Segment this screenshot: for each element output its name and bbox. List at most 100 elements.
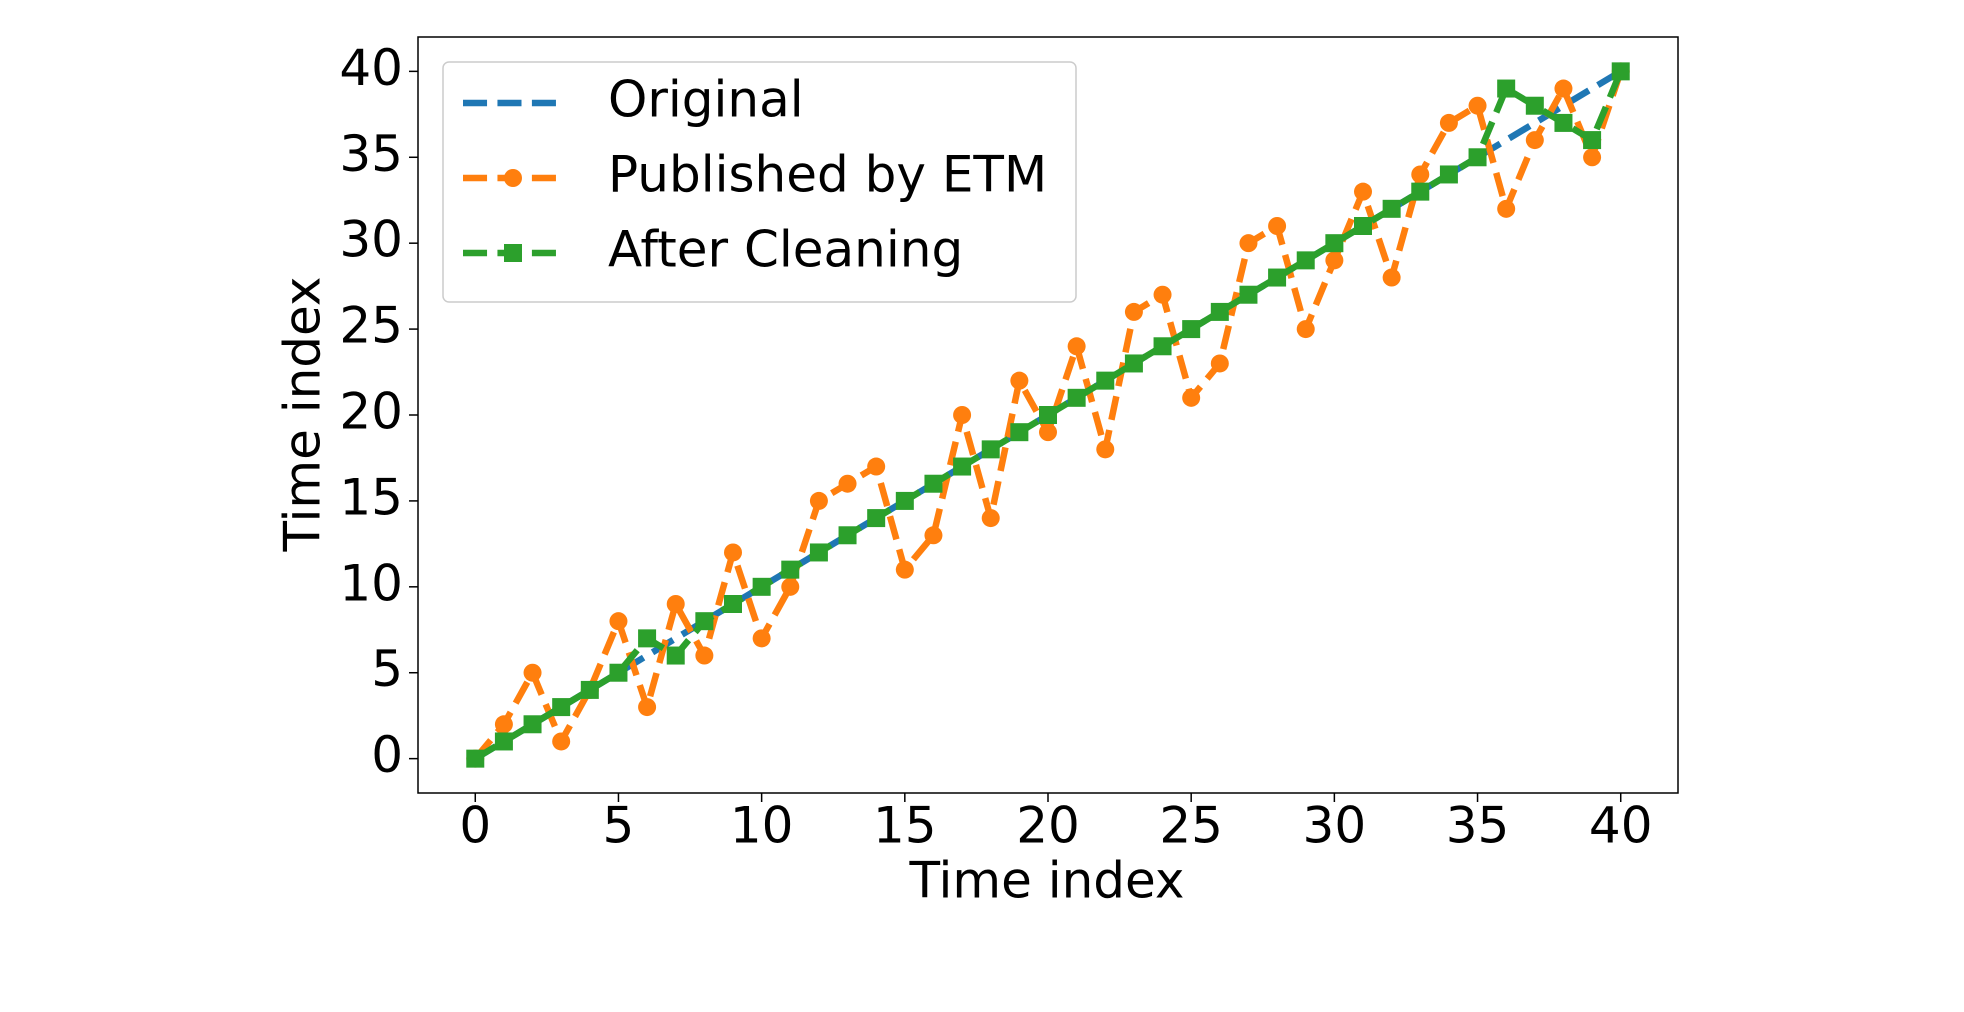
point [1554,113,1573,132]
point [638,629,657,648]
point [724,543,742,562]
point [1010,423,1029,442]
point [1010,371,1029,390]
point [981,509,1000,528]
legend-marker [504,169,522,187]
point [1067,337,1086,356]
point [1583,131,1602,150]
point [1124,354,1143,373]
point [781,560,800,579]
point [867,457,886,476]
point [1096,371,1115,390]
y-tick-label: 35 [339,125,403,183]
point [666,595,685,613]
point [1354,182,1372,201]
point [1067,388,1086,407]
x-tick-label: 20 [1016,797,1080,855]
y-tick-label: 15 [339,468,403,526]
point [552,698,571,717]
point [1210,302,1229,321]
point [1153,285,1172,304]
point [895,560,914,579]
point [981,440,1000,459]
point [494,732,513,751]
y-tick-label: 25 [339,297,403,355]
point [1354,217,1372,235]
point [838,526,857,545]
point [924,526,943,545]
plot-frame [417,36,1679,794]
point [809,491,828,510]
legend-label: After Cleaning [608,221,963,279]
point [523,715,542,734]
point [1525,96,1544,115]
x-tick-label: 5 [603,797,635,855]
point [523,663,542,682]
point [953,406,972,424]
point [1296,251,1315,270]
point [1239,285,1258,304]
point [1296,320,1315,339]
point [1382,199,1401,218]
x-tick-label: 10 [730,797,794,855]
legend-label: Original [608,71,804,129]
legend-box [442,61,1077,303]
point [724,595,742,613]
point [1182,388,1201,407]
point [1439,113,1458,132]
y-tick-label: 0 [371,726,403,784]
point [1411,165,1430,184]
y-tick-label: 40 [339,39,403,97]
point [580,680,599,699]
point [924,474,943,493]
point [895,491,914,510]
point [1382,268,1401,287]
point [552,732,571,751]
point [494,715,513,734]
point [609,612,628,631]
point [1497,79,1516,98]
point [781,577,800,596]
y-tick-label: 30 [339,211,403,269]
point [1439,165,1458,184]
point [867,509,886,528]
point [1153,337,1172,356]
point [1039,423,1057,442]
x-tick-label: 40 [1589,797,1653,855]
point [1210,354,1229,373]
point [1525,131,1544,150]
point [1468,148,1487,167]
point [666,646,685,665]
y-axis-label: Time index [274,276,332,552]
point [838,474,857,493]
legend-marker [504,244,522,262]
point [1497,199,1516,218]
point [1411,182,1430,201]
point [809,543,828,562]
y-tick-label: 20 [339,383,403,441]
point [466,749,485,768]
point [752,629,771,648]
point [1554,79,1573,98]
point [1325,251,1344,270]
point [609,663,628,682]
point [1039,406,1057,424]
point [1611,62,1630,81]
x-tick-label: 30 [1303,797,1367,855]
point [1583,148,1602,167]
point [1325,234,1344,253]
point [638,698,657,717]
point [1182,320,1201,339]
x-tick-label: 0 [459,797,491,855]
point [1124,302,1143,321]
point [1268,217,1287,235]
point [1096,440,1115,459]
x-axis-label: Time index [908,852,1184,910]
point [752,577,771,596]
point [695,646,714,665]
point [953,457,972,476]
y-tick-label: 5 [371,640,403,698]
legend-label: Published by ETM [608,146,1047,204]
point [695,612,714,631]
